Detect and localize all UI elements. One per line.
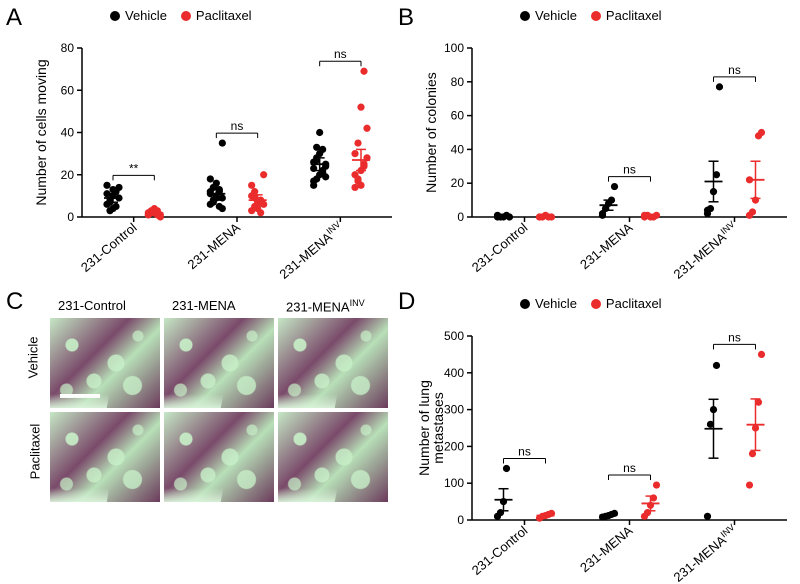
legend-swatch-paclitaxel [181, 11, 191, 21]
svg-text:500: 500 [444, 329, 464, 343]
svg-text:200: 200 [444, 439, 464, 453]
legend-text-vehicle: Vehicle [535, 296, 577, 311]
svg-text:20: 20 [61, 168, 75, 182]
panel-c-img-paclitaxel-menainv [278, 412, 388, 502]
svg-text:300: 300 [444, 403, 464, 417]
svg-text:231-Control: 231-Control [469, 220, 531, 275]
legend-text-vehicle: Vehicle [125, 8, 167, 23]
svg-text:231-MENA: 231-MENA [577, 220, 636, 273]
svg-text:0: 0 [67, 210, 74, 224]
svg-text:ns: ns [728, 330, 741, 344]
panel-c-images [50, 318, 388, 502]
svg-text:80: 80 [451, 75, 465, 89]
svg-text:ns: ns [728, 63, 741, 77]
svg-text:60: 60 [451, 109, 465, 123]
svg-text:20: 20 [451, 176, 465, 190]
panel-a-chart: 0 20 40 60 80 Number of cells moving 231-Contr… [30, 30, 400, 275]
scalebar [60, 394, 100, 398]
svg-text:231-MENA: 231-MENA [577, 523, 636, 576]
svg-text:0: 0 [457, 210, 464, 224]
svg-text:ns: ns [623, 163, 636, 177]
svg-text:80: 80 [61, 41, 75, 55]
svg-text:60: 60 [61, 83, 75, 97]
panel-c-img-paclitaxel-control [50, 412, 160, 502]
panel-c-row-0: Vehicle [25, 337, 40, 379]
legend-swatch-vehicle [520, 11, 530, 21]
svg-text:ns: ns [231, 119, 244, 133]
legend-text-vehicle: Vehicle [535, 8, 577, 23]
svg-text:231-MENAINV: 231-MENAINV [276, 219, 346, 282]
svg-text:**: ** [129, 161, 139, 175]
svg-text:231-MENA: 231-MENA [185, 220, 244, 273]
legend-swatch-vehicle [110, 11, 120, 21]
panel-c-img-paclitaxel-mena [164, 412, 274, 502]
legend-text-paclitaxel: Paclitaxel [606, 8, 662, 23]
legend-swatch-paclitaxel [591, 299, 601, 309]
svg-text:231-MENAINV: 231-MENAINV [670, 219, 740, 282]
svg-text:ns: ns [334, 47, 347, 61]
legend-text-paclitaxel: Paclitaxel [606, 296, 662, 311]
legend-text-paclitaxel: Paclitaxel [196, 8, 252, 23]
svg-text:Number of cells moving: Number of cells moving [33, 59, 49, 205]
panel-d-legend: Vehicle Paclitaxel [520, 296, 662, 311]
panel-d-label: D [398, 288, 415, 316]
panel-c-col-0: 231-Control [58, 298, 126, 313]
svg-text:0: 0 [457, 513, 464, 527]
svg-text:40: 40 [61, 126, 75, 140]
panel-c-img-vehicle-mena [164, 318, 274, 408]
panel-c-img-vehicle-menainv [278, 318, 388, 408]
panel-c-label: C [6, 288, 23, 316]
panel-c-col-1: 231-MENA [172, 298, 236, 313]
legend-swatch-paclitaxel [591, 11, 601, 21]
panel-b-chart: 0 20 40 60 80 100 Number of colonies 231-Contro… [420, 30, 795, 275]
panel-b-label: B [398, 4, 414, 32]
panel-a-label: A [6, 4, 22, 32]
svg-text:400: 400 [444, 366, 464, 380]
panel-b-legend: Vehicle Paclitaxel [520, 8, 662, 23]
panel-c-img-vehicle-control [50, 318, 160, 408]
svg-text:231-Control: 231-Control [78, 220, 140, 275]
svg-text:Number of lungmetastases: Number of lungmetastases [416, 380, 446, 476]
svg-text:40: 40 [451, 142, 465, 156]
panel-c-col-2: 231-MENAINV231-MENAINV [286, 298, 365, 314]
svg-text:ns: ns [623, 461, 636, 475]
panel-d-chart: 0100200300400500Number of lungmetastases… [420, 318, 795, 578]
svg-text:100: 100 [444, 476, 464, 490]
panel-c-row-1: Paclitaxel [27, 424, 42, 480]
panel-a-legend: Vehicle Paclitaxel [110, 8, 252, 23]
legend-swatch-vehicle [520, 299, 530, 309]
svg-text:231-MENAINV: 231-MENAINV [670, 522, 740, 584]
svg-text:Number of colonies: Number of colonies [423, 72, 439, 193]
svg-text:ns: ns [518, 444, 531, 458]
svg-text:100: 100 [444, 41, 464, 55]
svg-text:231-Control: 231-Control [469, 523, 531, 578]
